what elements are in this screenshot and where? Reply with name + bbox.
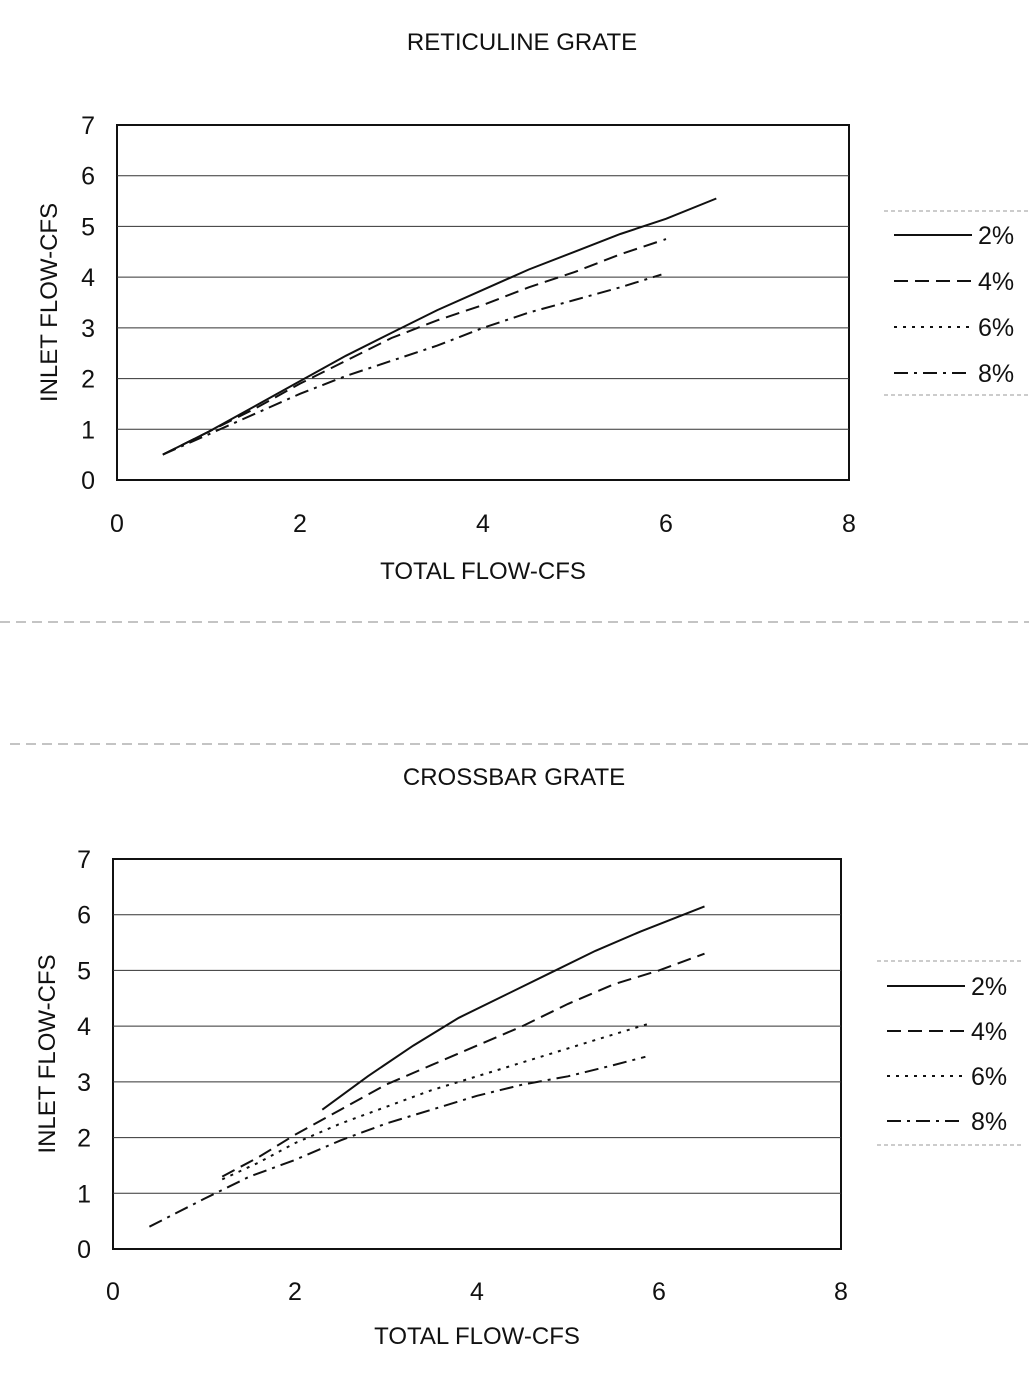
plot-area — [116, 124, 850, 481]
legend-label: 2% — [971, 973, 1007, 1001]
x-axis-label: TOTAL FLOW-CFS — [380, 558, 586, 585]
y-tick-label: 7 — [81, 112, 95, 140]
x-tick-label: 8 — [834, 1278, 848, 1306]
series-line-solid — [321, 905, 705, 1111]
x-tick-label: 2 — [293, 510, 307, 538]
y-tick-label: 5 — [77, 957, 91, 985]
y-tick-label: 6 — [77, 902, 91, 930]
legend-label: 4% — [978, 268, 1014, 296]
chart-title: CROSSBAR GRATE — [403, 764, 625, 791]
legend: 2% 4% 6% 8% — [884, 210, 1029, 396]
plot-area — [112, 858, 842, 1250]
y-tick-label: 2 — [77, 1125, 91, 1153]
reticuline-grate-chart: RETICULINE GRATE 0 1 2 3 4 5 6 7 0 2 4 6 8 TOTAL FLOW-… — [36, 29, 1029, 585]
x-tick-label: 4 — [476, 510, 490, 538]
x-tick-label: 8 — [842, 510, 856, 538]
series-line-dotted — [221, 1022, 651, 1181]
y-tick-label: 4 — [81, 264, 95, 292]
y-tick-label: 0 — [81, 467, 95, 495]
x-tick-label: 6 — [652, 1278, 666, 1306]
x-axis-label: TOTAL FLOW-CFS — [374, 1323, 580, 1350]
y-tick-label: 5 — [81, 213, 95, 241]
x-tick-label: 6 — [659, 510, 673, 538]
chart-title: RETICULINE GRATE — [407, 29, 637, 56]
y-tick-label: 3 — [81, 315, 95, 343]
legend-label: 6% — [978, 314, 1014, 342]
series-line-dashed — [162, 238, 667, 456]
y-tick-label: 1 — [77, 1180, 91, 1208]
x-tick-label: 0 — [106, 1278, 120, 1306]
legend-label: 6% — [971, 1063, 1007, 1091]
legend-label: 8% — [978, 360, 1014, 388]
x-tick-label: 0 — [110, 510, 124, 538]
series-line-dash-dot — [148, 1055, 646, 1228]
y-tick-label: 1 — [81, 416, 95, 444]
y-tick-label: 6 — [81, 163, 95, 191]
legend-label: 4% — [971, 1018, 1007, 1046]
y-axis-label: INLET FLOW-CFS — [36, 203, 63, 402]
x-tick-label: 4 — [470, 1278, 484, 1306]
series-line-solid — [162, 197, 717, 456]
y-tick-label: 3 — [77, 1069, 91, 1097]
y-tick-label: 4 — [77, 1013, 91, 1041]
series-line-dashed — [221, 952, 705, 1178]
y-tick-label: 2 — [81, 366, 95, 394]
crossbar-grate-chart: CROSSBAR GRATE 0 1 2 3 4 5 6 7 0 2 4 6 8 TOTAL FLOW-CF… — [34, 764, 1022, 1350]
series-line-dash-dot — [162, 273, 662, 456]
x-tick-label: 2 — [288, 1278, 302, 1306]
y-tick-label: 7 — [77, 846, 91, 874]
y-tick-label: 0 — [77, 1236, 91, 1264]
y-axis-label: INLET FLOW-CFS — [34, 954, 61, 1153]
legend-label: 2% — [978, 222, 1014, 250]
legend-label: 8% — [971, 1108, 1007, 1136]
legend: 2% 4% 6% 8% — [877, 960, 1022, 1146]
